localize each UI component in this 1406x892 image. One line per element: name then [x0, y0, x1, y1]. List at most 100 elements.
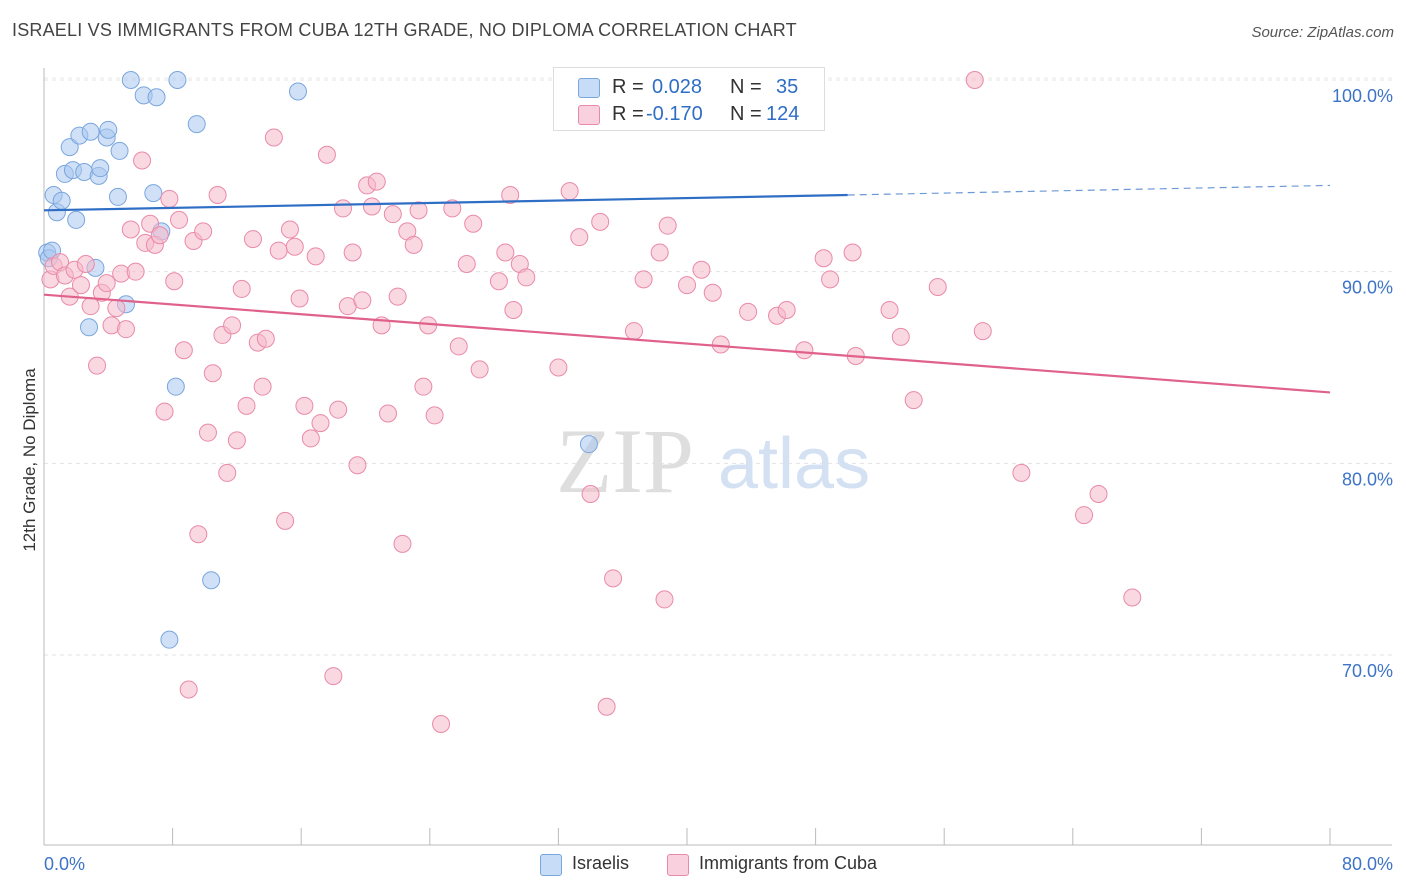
watermark: ZIP atlas [556, 410, 870, 512]
point-cuba [311, 414, 330, 433]
point-cuba [549, 358, 568, 377]
point-israelis [168, 71, 187, 89]
point-israelis [288, 82, 307, 101]
point-cuba [150, 226, 169, 245]
legend-swatch-israelis [540, 854, 562, 876]
point-cuba [383, 205, 402, 224]
point-cuba [814, 249, 833, 268]
x-tick-label: 80.0% [1342, 854, 1393, 874]
point-cuba [449, 337, 468, 356]
point-cuba [88, 356, 107, 375]
point-cuba [218, 463, 237, 482]
point-cuba [504, 301, 523, 319]
point-israelis [147, 88, 166, 107]
point-israelis [187, 115, 206, 134]
point-cuba [904, 391, 923, 410]
point-cuba [256, 329, 275, 348]
point-cuba [290, 289, 309, 308]
stats-swatch-israelis [578, 78, 600, 98]
point-cuba [1089, 485, 1108, 503]
point-israelis [202, 571, 221, 590]
point-cuba [432, 715, 451, 733]
point-cuba [489, 272, 508, 291]
point-cuba [295, 396, 314, 415]
chart-title: ISRAELI VS IMMIGRANTS FROM CUBA 12TH GRA… [12, 20, 797, 40]
point-cuba [711, 335, 730, 354]
point-cuba [208, 186, 227, 204]
n-value: 124 [766, 103, 800, 125]
point-cuba [973, 322, 992, 341]
n-label: N = [730, 103, 762, 125]
r-label: R = [612, 103, 644, 125]
legend-label-israelis: Israelis [572, 853, 630, 873]
y-tick-label: 100.0% [1332, 86, 1393, 106]
point-cuba [121, 220, 140, 239]
source-label: Source: ZipAtlas.com [1251, 24, 1394, 41]
x-tick-label: 0.0% [44, 854, 85, 874]
n-value: 35 [776, 76, 799, 98]
point-cuba [179, 680, 198, 699]
point-cuba [141, 214, 160, 233]
point-cuba [891, 327, 910, 346]
point-cuba [1075, 506, 1094, 525]
point-israelis [144, 184, 163, 203]
r-value: 0.028 [652, 76, 703, 98]
point-cuba [71, 276, 90, 295]
point-cuba [227, 431, 246, 450]
trend-line-israelis [43, 193, 848, 212]
point-cuba [362, 197, 381, 216]
point-israelis [110, 141, 129, 160]
trend-line-israelis-extension [847, 184, 1331, 196]
point-israelis [160, 630, 179, 649]
point-cuba [107, 299, 126, 318]
point-cuba [414, 377, 433, 396]
point-israelis [80, 318, 99, 337]
point-cuba [739, 302, 758, 321]
y-tick-label: 80.0% [1342, 469, 1393, 489]
point-israelis [81, 122, 100, 141]
series-legend: Israelis Immigrants from Cuba [0, 852, 1406, 878]
tick-labels: 70.0% 80.0% 90.0% 100.0% 0.0% 80.0% [44, 86, 1393, 874]
point-cuba [333, 199, 352, 218]
point-cuba [126, 262, 145, 281]
point-cuba [269, 241, 288, 260]
point-cuba [777, 301, 796, 319]
point-cuba [301, 429, 320, 448]
point-cuba [253, 377, 272, 396]
r-value: -0.170 [646, 103, 703, 125]
point-cuba [203, 364, 222, 383]
point-cuba [443, 199, 462, 218]
stats-row-israelis: R = 0.028 N = 35 [554, 76, 824, 100]
point-cuba [393, 534, 412, 553]
gridlines [44, 77, 1395, 656]
point-cuba [329, 400, 348, 419]
point-cuba [795, 341, 814, 360]
axes [43, 68, 1392, 846]
point-cuba [1012, 463, 1031, 482]
point-cuba [97, 274, 116, 293]
point-cuba [280, 220, 299, 239]
watermark-zip: ZIP [556, 410, 694, 512]
point-cuba [624, 322, 643, 341]
point-cuba [581, 485, 600, 503]
point-cuba [76, 255, 95, 273]
point-cuba [237, 396, 256, 415]
trend-lines [43, 184, 1331, 394]
point-cuba [496, 243, 515, 262]
point-cuba [317, 145, 336, 164]
point-cuba [170, 210, 189, 229]
point-cuba [604, 569, 623, 588]
point-israelis [91, 159, 110, 178]
point-cuba [174, 341, 193, 360]
point-cuba [404, 235, 423, 254]
point-cuba [243, 230, 262, 249]
point-cuba [470, 360, 489, 379]
point-israelis [579, 435, 598, 454]
point-cuba [198, 423, 217, 442]
point-cuba [517, 268, 536, 287]
point-cuba [821, 270, 840, 289]
point-cuba [165, 272, 184, 291]
point-cuba [965, 71, 984, 89]
point-israelis [121, 71, 140, 89]
point-cuba [409, 201, 428, 220]
